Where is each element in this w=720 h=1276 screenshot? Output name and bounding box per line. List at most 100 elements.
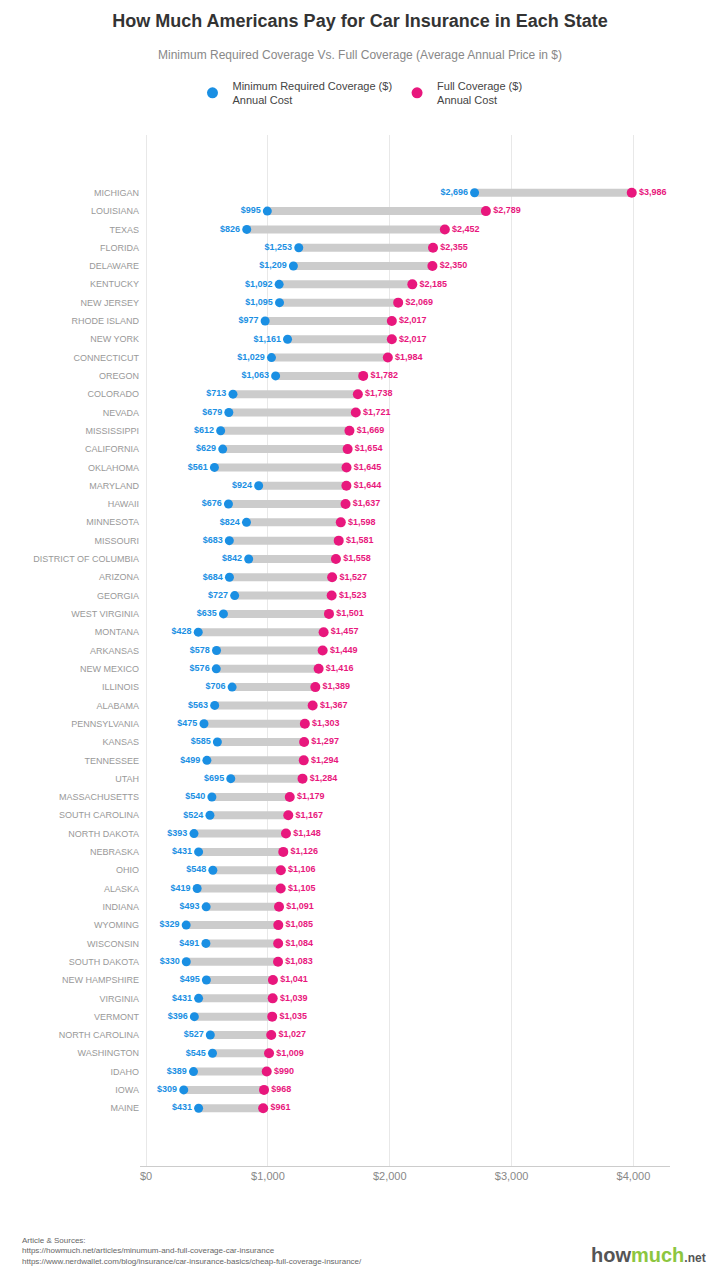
svg-text:$713: $713 xyxy=(206,388,226,398)
svg-text:$524: $524 xyxy=(183,810,203,820)
svg-text:ALASKA: ALASKA xyxy=(104,884,139,894)
svg-text:IDAHO: IDAHO xyxy=(110,1067,139,1077)
svg-text:MISSISSIPPI: MISSISSIPPI xyxy=(85,426,139,436)
svg-text:FLORIDA: FLORIDA xyxy=(100,243,139,253)
svg-text:VIRGINIA: VIRGINIA xyxy=(99,994,139,1004)
svg-text:$1,253: $1,253 xyxy=(265,242,293,252)
svg-text:$1,148: $1,148 xyxy=(293,828,321,838)
svg-text:$499: $499 xyxy=(180,755,200,765)
svg-text:$1,501: $1,501 xyxy=(336,608,364,618)
svg-text:SOUTH CAROLINA: SOUTH CAROLINA xyxy=(59,810,139,820)
svg-text:$563: $563 xyxy=(188,700,208,710)
svg-text:PENNSYLVANIA: PENNSYLVANIA xyxy=(71,719,139,729)
svg-text:NEVADA: NEVADA xyxy=(103,408,139,418)
svg-text:$1,558: $1,558 xyxy=(343,553,371,563)
svg-text:$1,637: $1,637 xyxy=(353,498,381,508)
svg-text:$548: $548 xyxy=(186,864,206,874)
svg-text:SOUTH DAKOTA: SOUTH DAKOTA xyxy=(69,957,139,967)
svg-text:$968: $968 xyxy=(271,1084,291,1094)
svg-text:$1,063: $1,063 xyxy=(241,370,269,380)
svg-text:$540: $540 xyxy=(185,791,205,801)
svg-text:ARKANSAS: ARKANSAS xyxy=(90,646,139,656)
svg-text:$1,209: $1,209 xyxy=(259,260,287,270)
svg-text:$684: $684 xyxy=(203,572,223,582)
svg-text:$824: $824 xyxy=(220,517,240,527)
svg-text:NEW MEXICO: NEW MEXICO xyxy=(80,664,139,674)
svg-text:$826: $826 xyxy=(220,224,240,234)
svg-text:NORTH CAROLINA: NORTH CAROLINA xyxy=(59,1030,139,1040)
svg-text:$1,984: $1,984 xyxy=(395,352,423,362)
svg-text:$2,017: $2,017 xyxy=(399,315,427,325)
svg-text:ILLINOIS: ILLINOIS xyxy=(102,682,139,692)
svg-text:MAINE: MAINE xyxy=(110,1103,139,1113)
svg-text:$2,185: $2,185 xyxy=(420,279,448,289)
svg-text:$977: $977 xyxy=(238,315,258,325)
svg-text:$527: $527 xyxy=(184,1029,204,1039)
svg-text:$1,092: $1,092 xyxy=(245,279,273,289)
svg-text:ALABAMA: ALABAMA xyxy=(96,701,139,711)
svg-text:$1,581: $1,581 xyxy=(346,535,374,545)
svg-text:$990: $990 xyxy=(274,1066,294,1076)
svg-text:$309: $309 xyxy=(157,1084,177,1094)
svg-text:UTAH: UTAH xyxy=(115,774,139,784)
svg-text:$612: $612 xyxy=(194,425,214,435)
svg-text:$1,035: $1,035 xyxy=(279,1011,307,1021)
svg-text:Full Coverage ($)Annual Cost: Full Coverage ($)Annual Cost xyxy=(437,80,522,106)
svg-text:$1,527: $1,527 xyxy=(339,572,367,582)
svg-text:TEXAS: TEXAS xyxy=(109,225,139,235)
svg-text:$561: $561 xyxy=(188,462,208,472)
svg-text:$1,449: $1,449 xyxy=(330,645,358,655)
svg-text:OREGON: OREGON xyxy=(99,371,139,381)
svg-text:$1,161: $1,161 xyxy=(253,334,281,344)
svg-text:$706: $706 xyxy=(205,681,225,691)
svg-text:$2,355: $2,355 xyxy=(440,242,468,252)
svg-text:MARYLAND: MARYLAND xyxy=(89,481,139,491)
svg-text:$1,085: $1,085 xyxy=(286,919,314,929)
svg-text:$995: $995 xyxy=(241,205,261,215)
svg-text:$1,029: $1,029 xyxy=(237,352,265,362)
svg-text:NEBRASKA: NEBRASKA xyxy=(90,847,139,857)
svg-text:DELAWARE: DELAWARE xyxy=(89,261,139,271)
svg-text:INDIANA: INDIANA xyxy=(102,902,139,912)
svg-text:MONTANA: MONTANA xyxy=(95,627,139,637)
svg-text:$1,598: $1,598 xyxy=(348,517,376,527)
svg-text:$431: $431 xyxy=(172,993,192,1003)
svg-text:$1,083: $1,083 xyxy=(285,956,313,966)
svg-text:$2,452: $2,452 xyxy=(452,224,480,234)
svg-text:$2,350: $2,350 xyxy=(440,260,468,270)
svg-text:CALIFORNIA: CALIFORNIA xyxy=(85,444,139,454)
svg-text:$1,644: $1,644 xyxy=(354,480,382,490)
svg-text:$676: $676 xyxy=(202,498,222,508)
svg-text:$1,645: $1,645 xyxy=(354,462,382,472)
svg-text:$1,027: $1,027 xyxy=(278,1029,306,1039)
svg-text:MINNESOTA: MINNESOTA xyxy=(86,517,139,527)
svg-text:Minimum Required Coverage ($)A: Minimum Required Coverage ($)Annual Cost xyxy=(233,80,393,106)
svg-text:$629: $629 xyxy=(196,443,216,453)
svg-text:ARIZONA: ARIZONA xyxy=(99,572,139,582)
svg-text:$1,303: $1,303 xyxy=(312,718,340,728)
svg-text:$1,297: $1,297 xyxy=(311,736,339,746)
svg-text:$3,000: $3,000 xyxy=(495,1170,529,1182)
svg-text:$1,179: $1,179 xyxy=(297,791,325,801)
svg-text:$1,284: $1,284 xyxy=(310,773,338,783)
svg-text:$545: $545 xyxy=(186,1048,206,1058)
svg-text:$1,000: $1,000 xyxy=(251,1170,285,1182)
svg-text:$1,389: $1,389 xyxy=(323,681,351,691)
svg-text:$1,009: $1,009 xyxy=(276,1048,304,1058)
svg-text:$491: $491 xyxy=(179,938,199,948)
svg-text:MICHIGAN: MICHIGAN xyxy=(94,188,139,198)
svg-text:VERMONT: VERMONT xyxy=(94,1012,140,1022)
svg-text:$679: $679 xyxy=(202,407,222,417)
svg-text:NEW JERSEY: NEW JERSEY xyxy=(80,298,139,308)
svg-text:$1,523: $1,523 xyxy=(339,590,367,600)
svg-text:$396: $396 xyxy=(168,1011,188,1021)
svg-text:Article & Sources:https://howm: Article & Sources:https://howmuch.net/ar… xyxy=(22,1236,362,1266)
svg-text:RHODE ISLAND: RHODE ISLAND xyxy=(71,316,139,326)
svg-text:$578: $578 xyxy=(190,645,210,655)
svg-text:$1,721: $1,721 xyxy=(363,407,391,417)
svg-text:$0: $0 xyxy=(140,1170,152,1182)
svg-text:$1,367: $1,367 xyxy=(320,700,348,710)
svg-text:$389: $389 xyxy=(167,1066,187,1076)
svg-text:$431: $431 xyxy=(172,1102,192,1112)
svg-text:$2,000: $2,000 xyxy=(373,1170,407,1182)
